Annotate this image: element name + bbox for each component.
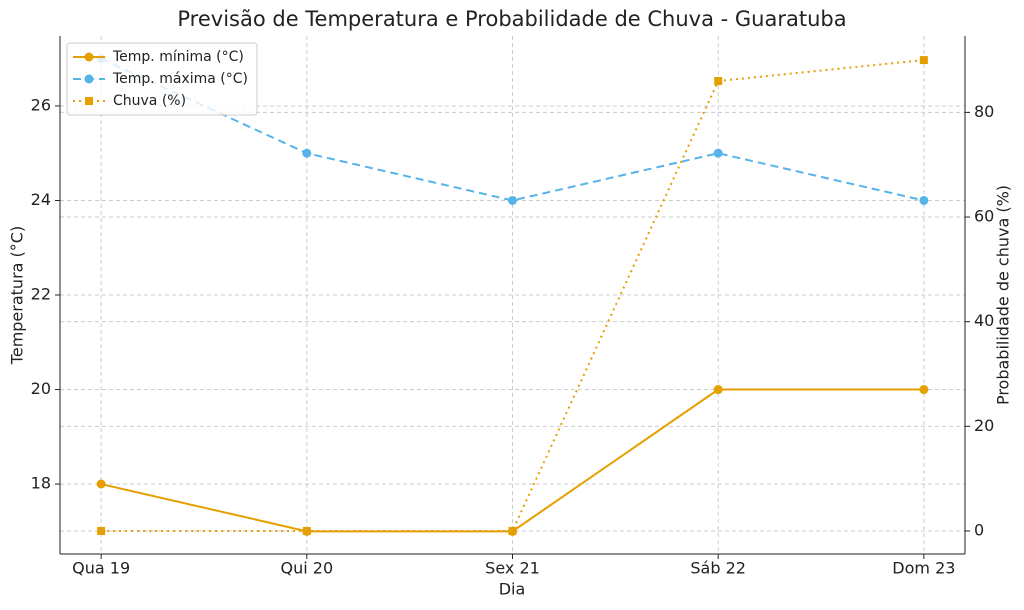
- legend: Temp. mínima (°C) Temp. máxima (°C) Chuva …: [66, 42, 258, 116]
- y-tick-label: 26: [31, 95, 51, 114]
- point: [919, 56, 928, 65]
- y2-axis-label: Probabilidade de chuva (%): [994, 185, 1013, 405]
- point: [919, 385, 929, 395]
- y-tick-label: 18: [31, 474, 51, 493]
- point: [85, 97, 93, 105]
- x-tick-label: Dom 23: [892, 559, 955, 578]
- point: [713, 148, 723, 158]
- point: [713, 385, 723, 395]
- point: [919, 195, 929, 205]
- point: [84, 52, 94, 62]
- point: [714, 76, 723, 85]
- legend-label: Temp. máxima (°C): [112, 71, 248, 87]
- legend-label: Temp. mínima (°C): [112, 49, 244, 65]
- legend-label: Chuva (%): [113, 93, 186, 109]
- point: [84, 74, 94, 84]
- x-tick-label: Qua 19: [72, 559, 130, 578]
- point: [97, 526, 106, 535]
- y-axis-label: Temperatura (°C): [8, 226, 27, 365]
- point: [508, 526, 517, 535]
- legend-box: [66, 42, 258, 116]
- series-line: [100, 57, 925, 202]
- y-tick-label: 22: [31, 285, 51, 304]
- y2-tick-label: 80: [974, 102, 994, 121]
- x-tick-label: Sex 21: [485, 559, 540, 578]
- x-tick-label: Sáb 22: [690, 559, 746, 578]
- point: [96, 479, 106, 489]
- x-tick-label: Qui 20: [281, 559, 334, 578]
- point: [302, 148, 312, 158]
- point: [508, 195, 517, 205]
- chart-title: Previsão de Temperatura e Probabilidade …: [177, 7, 846, 31]
- y2-tick-label: 20: [974, 416, 994, 435]
- y2-tick-label: 60: [974, 207, 994, 226]
- y-tick-label: 24: [31, 190, 51, 209]
- y-tick-label: 20: [31, 379, 51, 398]
- x-axis-label: Dia: [499, 580, 526, 599]
- point: [302, 526, 311, 535]
- y2-tick-label: 0: [974, 520, 984, 539]
- y2-tick-label: 40: [974, 311, 994, 330]
